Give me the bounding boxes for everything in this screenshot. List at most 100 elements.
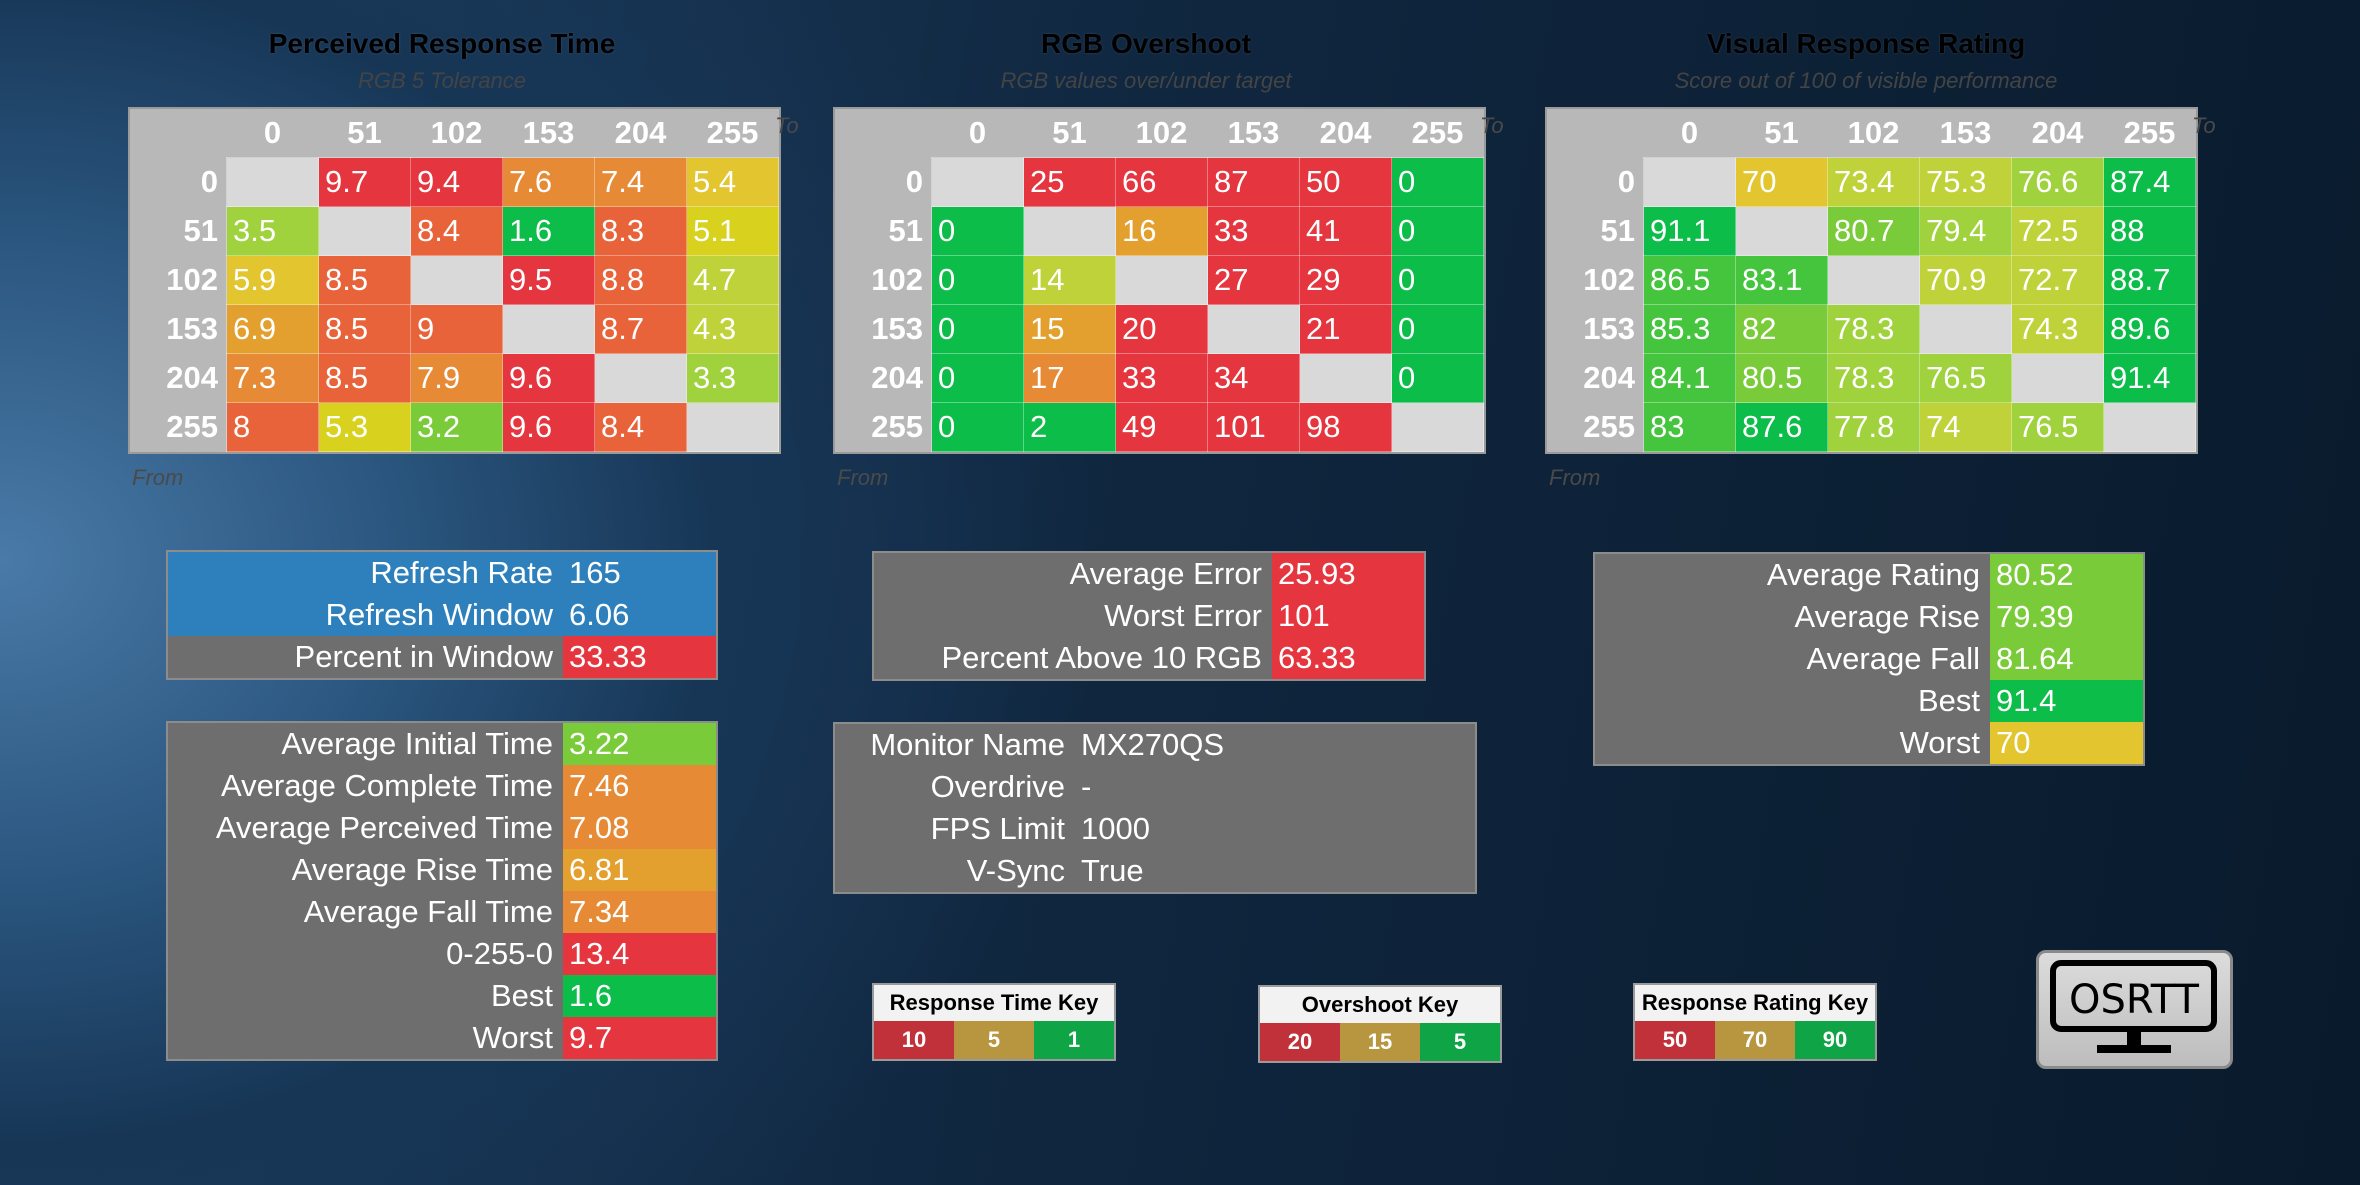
cell-value: 84.1 — [1650, 360, 1711, 395]
stat-label: Average Complete Time — [221, 768, 553, 803]
key-swatches: 20 15 5 — [1260, 1023, 1500, 1061]
cell-value: 0 — [938, 360, 956, 395]
matrix-cell: 0 — [1391, 255, 1484, 305]
matrix-cell: 101 — [1207, 402, 1300, 452]
cell-value: 9.5 — [509, 262, 553, 297]
cell-value: 85.3 — [1650, 311, 1711, 346]
stat-value: 101 — [1272, 595, 1424, 637]
cell-value: 0 — [1398, 360, 1416, 395]
cell-value: 87.4 — [2110, 164, 2171, 199]
stat-row: Monitor Name MX270QS — [835, 724, 1475, 766]
matrix-row: 255 0 2 49 101 98 — [835, 402, 1484, 452]
cell-value: 3.5 — [233, 213, 277, 248]
matrix-cell: 8.8 — [594, 255, 687, 305]
matrix-cell: 78.3 — [1827, 304, 1920, 354]
rating-table: 0 51 102 153 204 255 0 70 73.4 75.3 76.6 87.4 51 91.1… — [1547, 109, 2196, 452]
prt-to-label: To — [775, 113, 799, 138]
from-header: 255 — [1547, 402, 1644, 452]
matrix-cell: 89.6 — [2103, 304, 2196, 354]
cell-value: 34 — [1214, 360, 1249, 395]
key-swatch: 90 — [1795, 1021, 1875, 1059]
stat-label: Worst — [1899, 725, 1980, 760]
diagonal-cell — [1827, 255, 1920, 305]
cell-value — [1644, 164, 1650, 199]
stat-value: 80.52 — [1990, 554, 2143, 596]
matrix-cell: 0 — [931, 353, 1024, 403]
key-swatch: 1 — [1034, 1021, 1114, 1059]
matrix-cell: 0 — [931, 304, 1024, 354]
rating-subtitle: Score out of 100 of visible performance — [1674, 68, 2058, 93]
overshoot-key: Overshoot Key 20 15 5 — [1258, 985, 1502, 1063]
matrix-cell: 49 — [1115, 402, 1208, 452]
overshoot-title: RGB Overshoot — [1040, 28, 1252, 59]
stat-value: 7.34 — [563, 891, 716, 933]
to-header: 153 — [1207, 109, 1300, 158]
stat-value: True — [1081, 853, 1144, 888]
stat-row: Percent in Window 33.33 — [168, 636, 716, 678]
stat-label: 0-255-0 — [446, 936, 553, 971]
matrix-cell: 7.9 — [410, 353, 503, 403]
stat-row: Worst 9.7 — [168, 1017, 716, 1059]
cell-value: 88 — [2110, 213, 2145, 248]
matrix-cell: 5.9 — [226, 255, 319, 305]
matrix-cell: 20 — [1115, 304, 1208, 354]
matrix-cell: 27 — [1207, 255, 1300, 305]
matrix-cell: 79.4 — [1919, 206, 2012, 256]
stat-label: Best — [490, 978, 553, 1013]
from-header: 255 — [835, 402, 932, 452]
matrix-row: 51 0 16 33 41 0 — [835, 206, 1484, 256]
cell-value: 72.5 — [2018, 213, 2079, 248]
matrix-cell: 0 — [1391, 157, 1484, 207]
stat-value: 6.81 — [563, 849, 716, 891]
overshoot-to-label: To — [1480, 113, 1504, 138]
cell-value: 0 — [938, 213, 956, 248]
diagonal-cell — [502, 304, 595, 354]
cell-value — [932, 164, 938, 199]
stat-value: 81.64 — [1990, 638, 2143, 680]
cell-value — [227, 164, 233, 199]
cell-value: 91.4 — [2110, 360, 2171, 395]
matrix-cell: 72.7 — [2011, 255, 2104, 305]
stat-row: Average Complete Time 7.46 — [168, 765, 716, 807]
stat-label: Average Perceived Time — [215, 810, 553, 845]
matrix-cell: 84.1 — [1643, 353, 1736, 403]
matrix-cell: 9.6 — [502, 353, 595, 403]
matrix-cell: 2 — [1023, 402, 1116, 452]
to-header: 0 — [226, 109, 319, 158]
matrix-cell: 4.7 — [686, 255, 779, 305]
matrix-cell: 91.4 — [2103, 353, 2196, 403]
matrix-cell: 76.5 — [2011, 402, 2104, 452]
matrix-cell: 33 — [1115, 353, 1208, 403]
cell-value — [1736, 213, 1742, 248]
from-header: 204 — [130, 353, 227, 403]
diagonal-cell — [1115, 255, 1208, 305]
matrix-row: 0 25 66 87 50 0 — [835, 157, 1484, 207]
stat-label: Worst Error — [1104, 598, 1262, 633]
matrix-cell: 34 — [1207, 353, 1300, 403]
cell-value: 70 — [1742, 164, 1777, 199]
matrix-cell: 8.5 — [318, 304, 411, 354]
cell-value: 8.5 — [325, 360, 369, 395]
from-header: 153 — [1547, 304, 1644, 354]
diagonal-cell — [2011, 353, 2104, 403]
diagonal-cell — [1391, 402, 1484, 452]
cell-value — [595, 360, 601, 395]
cell-value: 27 — [1214, 262, 1249, 297]
stat-value: 7.46 — [563, 765, 716, 807]
to-header: 204 — [2011, 109, 2104, 158]
stat-label: Percent in Window — [168, 636, 563, 678]
overshoot-matrix: 0 51 102 153 204 255 0 25 66 87 50 0 51 0 16 33 41 0 102 0 1… — [833, 107, 1486, 454]
stat-row: V-Sync True — [835, 850, 1475, 892]
matrix-cell: 76.6 — [2011, 157, 2104, 207]
to-header: 0 — [931, 109, 1024, 158]
stat-value: 1000 — [1081, 811, 1150, 846]
matrix-row: 0 9.7 9.4 7.6 7.4 5.4 — [130, 157, 779, 207]
matrix-cell: 0 — [931, 402, 1024, 452]
from-header: 102 — [1547, 255, 1644, 305]
from-header: 51 — [835, 206, 932, 256]
cell-value — [1920, 311, 1926, 346]
matrix-cell: 4.3 — [686, 304, 779, 354]
error-panel: Average Error 25.93 Worst Error 101 Percent … — [872, 551, 1426, 681]
diagonal-cell — [1023, 206, 1116, 256]
cell-value: 87.6 — [1742, 409, 1803, 444]
